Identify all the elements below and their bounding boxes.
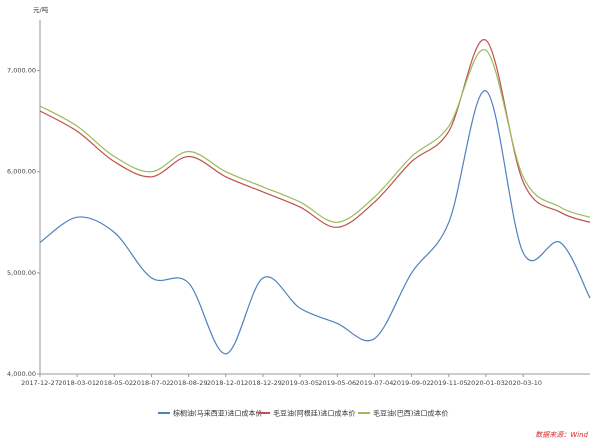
series-line-2 xyxy=(39,39,591,228)
source-note: 数据来源：Wind xyxy=(535,431,588,439)
legend-label: 棕榈油(马来西亚)进口成本价 xyxy=(173,409,262,418)
x-tick-label: 2018-07-02 xyxy=(133,379,171,387)
x-tick-label: 2018-12-29 xyxy=(244,379,282,387)
x-tick-label: 2019-09-02 xyxy=(393,379,431,387)
legend-label: 毛豆油(阿根廷)进口成本价 xyxy=(273,409,355,418)
x-tick-label: 2018-05-02 xyxy=(95,379,133,387)
x-tick-label: 2019-11-05 xyxy=(430,379,468,387)
series-line-1 xyxy=(39,90,591,355)
series-lines xyxy=(39,39,591,355)
y-tick-label: 7,000.00 xyxy=(7,67,36,75)
x-tick-label: 2018-12-01 xyxy=(207,379,245,387)
y-tick-label: 6,000.00 xyxy=(7,168,36,176)
x-tick-label: 2017-12-27 xyxy=(21,379,59,387)
x-axis: 2017-12-27 2018-03-01 2018-05-02 2018-07-02… xyxy=(21,373,590,387)
x-tick-label: 2018-03-01 xyxy=(58,379,96,387)
legend-label: 毛豆油(巴西)进口成本价 xyxy=(373,409,448,418)
x-tick-label: 2019-03-05 xyxy=(281,379,319,387)
x-tick-label: 2020-01-03 xyxy=(467,379,505,387)
y-tick-label: 4,000.00 xyxy=(7,370,36,378)
x-tick-label: 2019-05-06 xyxy=(318,379,356,387)
y-unit-label: 元/吨 xyxy=(33,5,49,14)
x-tick-label: 2019-07-04 xyxy=(356,379,394,387)
series-line-3 xyxy=(39,49,591,223)
y-tick-label: 5,000.00 xyxy=(7,269,36,277)
legend: 棕榈油(马来西亚)进口成本价 毛豆油(阿根廷)进口成本价 毛豆油(巴西)进口成本价 xyxy=(158,409,448,418)
x-tick-label: 2020-03-10 xyxy=(504,379,542,387)
x-tick-label: 2018-08-29 xyxy=(170,379,208,387)
y-axis: 4,000.00 5,000.00 6,000.00 7,000.00 xyxy=(7,20,41,378)
